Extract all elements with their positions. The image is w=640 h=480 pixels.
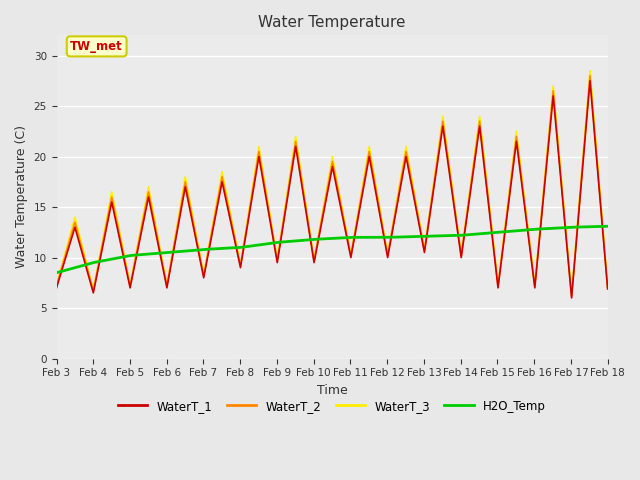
WaterT_3 — [204, 246, 212, 252]
H2O_Temp — [175, 249, 183, 254]
H2O_Temp — [52, 270, 60, 276]
Title: Water Temperature: Water Temperature — [259, 15, 406, 30]
H2O_Temp — [415, 234, 423, 240]
WaterT_2 — [399, 166, 407, 172]
Line: WaterT_1: WaterT_1 — [56, 81, 607, 298]
WaterT_1 — [568, 295, 575, 301]
WaterT_2 — [120, 250, 127, 255]
WaterT_1 — [63, 252, 70, 258]
WaterT_3 — [63, 245, 70, 251]
WaterT_2 — [586, 73, 594, 79]
Line: H2O_Temp: H2O_Temp — [56, 226, 607, 273]
WaterT_3 — [415, 216, 423, 222]
Text: TW_met: TW_met — [70, 40, 123, 53]
WaterT_3 — [175, 210, 183, 216]
WaterT_1 — [604, 286, 611, 292]
WaterT_2 — [568, 293, 575, 299]
WaterT_1 — [399, 170, 407, 176]
WaterT_1 — [204, 251, 212, 257]
H2O_Temp — [120, 254, 127, 260]
WaterT_3 — [604, 283, 611, 288]
WaterT_2 — [52, 283, 60, 289]
WaterT_1 — [415, 222, 423, 228]
WaterT_2 — [604, 284, 611, 289]
WaterT_3 — [52, 282, 60, 288]
H2O_Temp — [63, 267, 70, 273]
H2O_Temp — [204, 246, 212, 252]
WaterT_1 — [52, 285, 60, 291]
WaterT_3 — [399, 162, 407, 168]
Y-axis label: Water Temperature (C): Water Temperature (C) — [15, 125, 28, 268]
H2O_Temp — [399, 234, 407, 240]
WaterT_2 — [415, 219, 423, 225]
WaterT_1 — [175, 217, 183, 223]
WaterT_3 — [120, 247, 127, 253]
Line: WaterT_2: WaterT_2 — [56, 76, 607, 296]
WaterT_2 — [204, 248, 212, 254]
WaterT_2 — [63, 249, 70, 254]
WaterT_3 — [586, 68, 594, 73]
WaterT_1 — [120, 253, 127, 259]
H2O_Temp — [604, 223, 611, 229]
X-axis label: Time: Time — [317, 384, 348, 397]
WaterT_1 — [586, 78, 594, 84]
WaterT_3 — [568, 292, 575, 298]
Legend: WaterT_1, WaterT_2, WaterT_3, H2O_Temp: WaterT_1, WaterT_2, WaterT_3, H2O_Temp — [113, 395, 551, 417]
Line: WaterT_3: WaterT_3 — [56, 71, 607, 295]
WaterT_2 — [175, 214, 183, 219]
